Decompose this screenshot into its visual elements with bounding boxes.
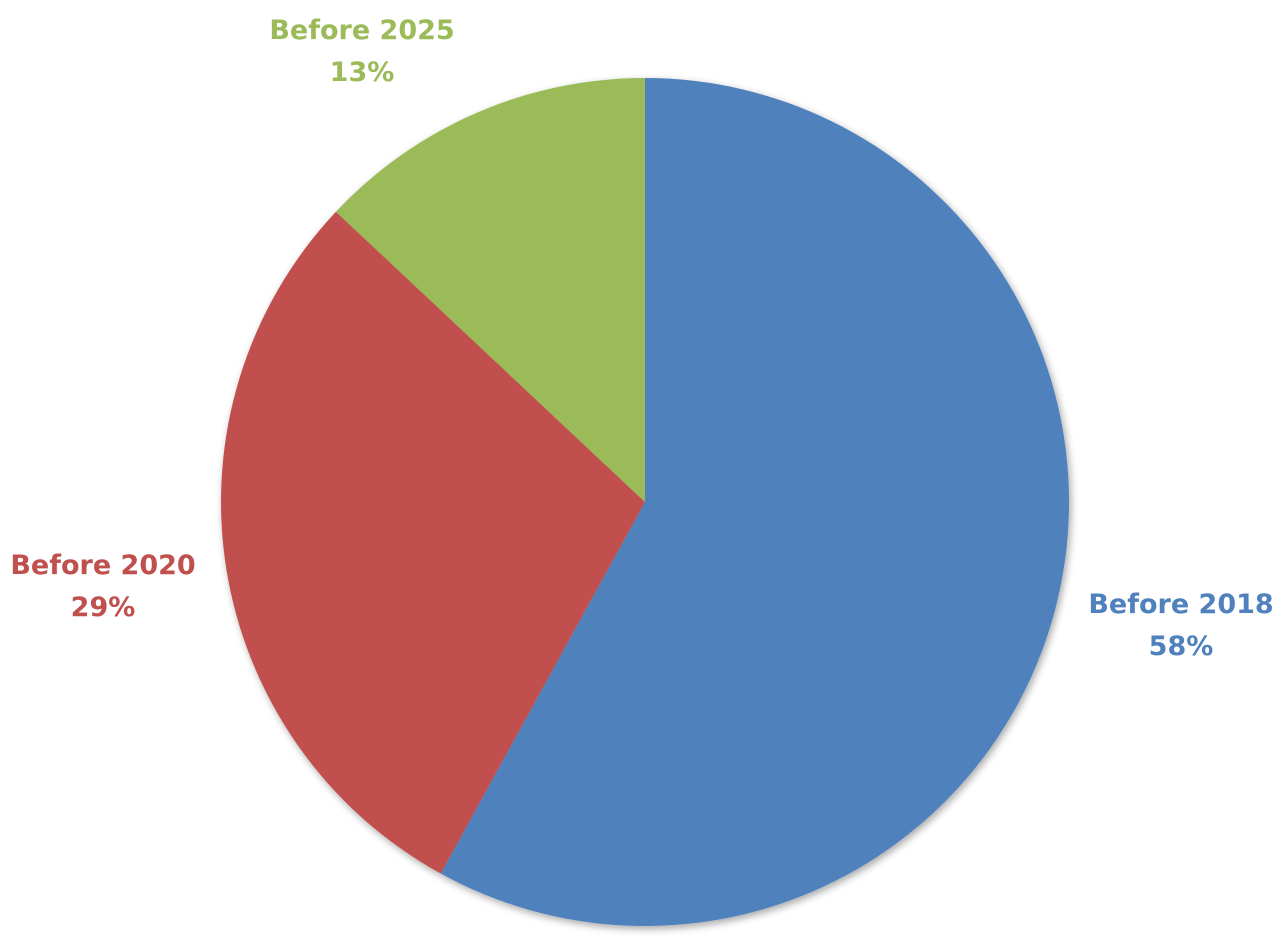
slice-value-label: 58% bbox=[1149, 631, 1214, 662]
pie-slice-before-2020 bbox=[221, 211, 646, 874]
slice-category-label: Before 2020 bbox=[10, 550, 195, 581]
pie-labels: Before 2018 58% Before 2020 29% Before 2025 1… bbox=[10, 15, 1273, 662]
slice-category-label: Before 2018 bbox=[1088, 589, 1273, 620]
slice-value-label: 29% bbox=[71, 592, 136, 623]
slice-category-label: Before 2025 bbox=[269, 15, 454, 46]
pie-slices bbox=[221, 78, 1070, 926]
pie-slice-before-2025 bbox=[335, 78, 645, 502]
slice-value-label: 13% bbox=[330, 57, 395, 88]
pie-slice-before-2018 bbox=[440, 78, 1070, 926]
